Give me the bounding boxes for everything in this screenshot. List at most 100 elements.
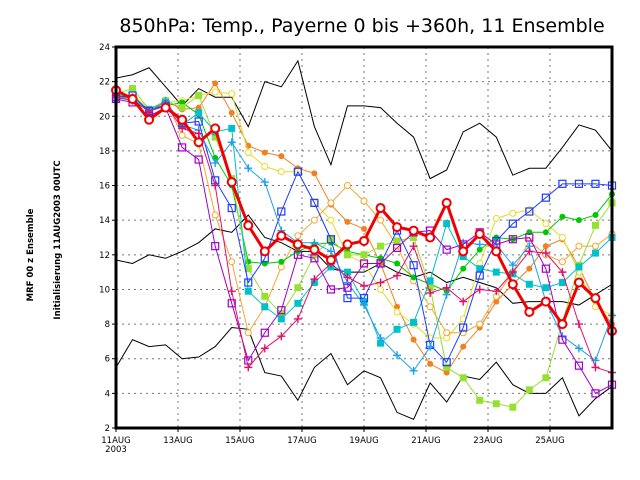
data-point	[393, 325, 401, 333]
data-point	[144, 114, 155, 125]
data-point	[443, 220, 451, 228]
data-point	[558, 234, 566, 241]
data-point	[492, 214, 500, 222]
data-point	[476, 320, 484, 328]
data-point	[426, 277, 434, 285]
data-point	[441, 197, 452, 208]
data-point	[459, 297, 468, 306]
data-point	[574, 320, 583, 329]
data-point	[427, 360, 434, 367]
data-point	[179, 99, 186, 106]
data-point	[573, 277, 584, 288]
data-point	[392, 222, 403, 233]
data-point	[410, 234, 418, 241]
data-point	[459, 253, 467, 261]
data-point	[294, 284, 302, 292]
data-point	[325, 255, 336, 266]
data-point	[541, 249, 550, 258]
data-point	[524, 306, 535, 317]
data-point	[458, 246, 469, 257]
y-tick-label: 8	[105, 320, 110, 330]
data-point	[592, 211, 599, 218]
data-point	[228, 124, 236, 132]
data-point	[210, 123, 221, 134]
data-point	[542, 243, 549, 250]
data-point	[476, 246, 483, 253]
data-point	[526, 265, 533, 272]
x-tick-year: 2003	[105, 445, 127, 455]
y-tick-label: 2	[105, 424, 110, 434]
series-line	[115, 98, 613, 395]
data-point	[327, 216, 335, 224]
x-tick-label: 11AUG	[101, 436, 130, 446]
data-point	[309, 244, 320, 255]
data-point	[310, 254, 319, 263]
data-point	[443, 363, 451, 371]
data-point	[277, 315, 285, 323]
data-point	[294, 232, 302, 240]
data-point	[260, 178, 269, 187]
data-point	[227, 203, 236, 213]
data-point	[509, 403, 517, 411]
data-point	[178, 124, 187, 133]
data-point	[476, 396, 484, 404]
data-point	[474, 229, 485, 240]
x-tick-label: 15AUG	[225, 436, 254, 446]
model-label: MRF 00 z Ensemble	[26, 208, 36, 301]
data-point	[542, 374, 550, 382]
data-point	[360, 197, 368, 205]
data-point	[409, 242, 418, 251]
data-point	[459, 374, 467, 382]
data-point	[393, 308, 401, 316]
y-tick-label: 4	[105, 389, 110, 399]
data-point	[508, 235, 517, 244]
data-point	[261, 162, 269, 170]
data-point	[211, 133, 219, 141]
y-tick-label: 14	[99, 216, 110, 226]
data-point	[294, 299, 302, 307]
data-point	[376, 259, 385, 268]
data-point	[310, 198, 319, 207]
data-point	[410, 318, 418, 326]
data-point	[376, 333, 385, 342]
data-point	[442, 245, 451, 254]
data-point	[492, 400, 500, 408]
data-point	[260, 344, 269, 353]
data-point	[244, 149, 252, 157]
data-point	[277, 332, 286, 341]
data-point	[244, 287, 252, 295]
data-point	[559, 213, 566, 220]
data-point	[244, 164, 253, 173]
data-point	[525, 207, 534, 216]
data-point	[194, 129, 203, 138]
data-point	[293, 250, 302, 259]
data-point	[475, 240, 484, 249]
data-point	[558, 279, 566, 287]
data-point	[145, 107, 154, 116]
data-point	[443, 369, 450, 376]
y-tick-label: 24	[99, 43, 110, 53]
data-point	[343, 283, 352, 292]
data-point	[178, 104, 186, 112]
data-point	[261, 149, 268, 156]
data-point	[277, 168, 285, 176]
data-point	[393, 237, 401, 245]
data-point	[542, 284, 550, 292]
data-point	[326, 235, 336, 244]
series-14	[111, 85, 617, 337]
data-point	[212, 80, 219, 87]
data-point	[244, 278, 253, 287]
data-point	[244, 363, 253, 372]
series-2	[115, 214, 613, 306]
data-point	[260, 328, 269, 337]
data-point	[311, 170, 318, 177]
data-point	[525, 386, 533, 394]
data-point	[408, 225, 419, 236]
data-point	[459, 323, 468, 332]
data-point	[476, 265, 484, 273]
data-point	[310, 216, 318, 224]
data-point	[244, 265, 252, 273]
data-point	[442, 290, 451, 299]
